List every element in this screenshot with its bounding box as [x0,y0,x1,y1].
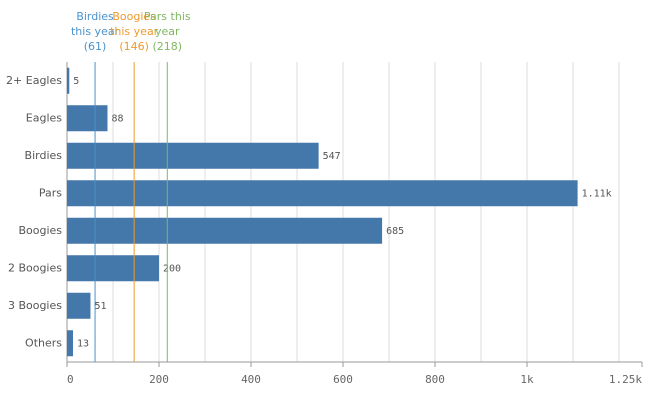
y-tick-label: Others [25,336,62,349]
bar [67,67,70,94]
y-tick-label: Boogies [18,224,62,237]
bar [67,330,73,357]
reference-label: Boogies this year (146) [104,9,164,54]
reference-value: (146) [119,40,149,53]
value-label: 200 [163,263,181,274]
reference-name: Boogies this year [110,10,159,38]
y-tick-label: 2 Boogies [8,261,62,274]
value-label: 5 [73,76,79,87]
x-tick-label: 0 [67,373,74,386]
x-tick-label: 1.25k [609,373,642,386]
value-label: 51 [94,301,106,312]
value-label: 13 [77,338,89,349]
reference-label: Pars this year (218) [137,9,197,54]
bar [67,255,159,282]
bar [67,105,108,132]
bar [67,292,91,319]
value-label: 1.11k [582,188,612,199]
x-tick-label: 800 [425,373,445,386]
reference-name: Pars this year [143,10,191,38]
x-tick-label: 400 [241,373,261,386]
y-tick-label: 3 Boogies [8,299,62,312]
reference-value: (218) [152,40,183,53]
y-tick-label: 2+ Eagles [6,74,62,87]
bar [67,217,383,244]
value-label: 685 [386,226,404,237]
value-label: 547 [323,151,341,162]
y-tick-label: Birdies [25,149,63,162]
bar [67,142,319,169]
reference-name: Birdies this year [70,10,120,38]
value-label: 88 [111,113,123,124]
y-tick-label: Pars [39,186,62,199]
x-tick-label: 1k [520,373,534,386]
y-tick-label: Eagles [26,111,62,124]
bar [67,180,578,207]
x-tick-label: 200 [149,373,169,386]
x-tick-label: 600 [333,373,353,386]
reference-label: Birdies this year (61) [65,9,125,54]
reference-value: (61) [83,40,107,53]
